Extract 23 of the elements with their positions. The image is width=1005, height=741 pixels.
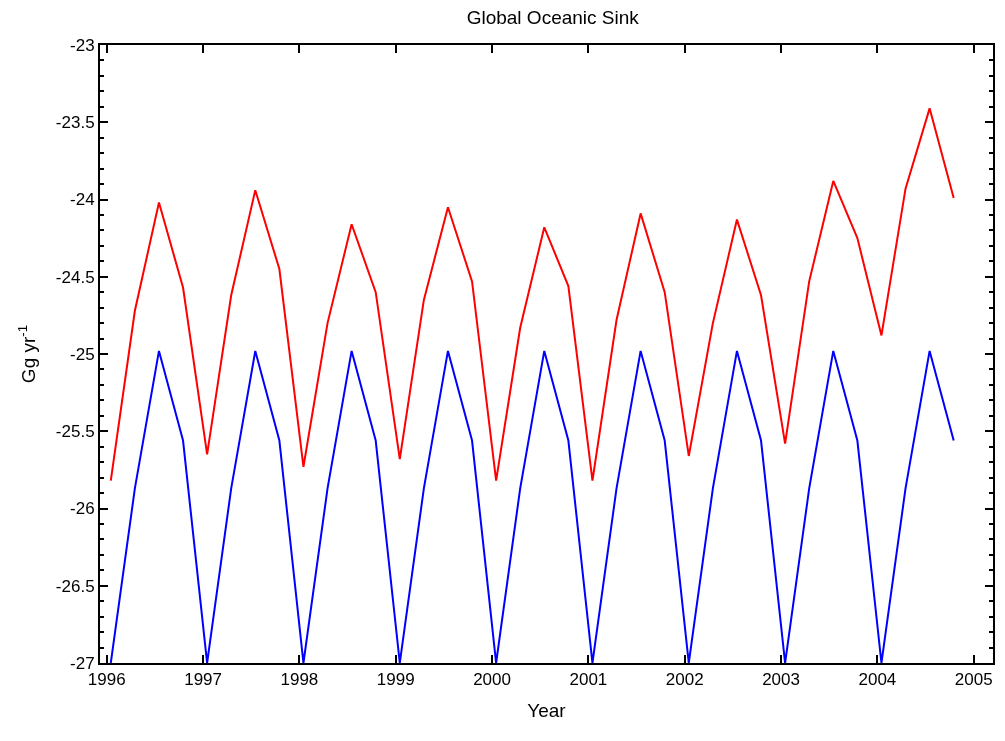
x-tick-label: 2004 [858, 670, 897, 690]
x-tick-label: 2005 [954, 670, 993, 690]
chart-title: Global Oceanic Sink [466, 7, 640, 29]
line-series [109, 107, 955, 482]
y-tick-label: -26 [70, 499, 95, 519]
y-tick-label: -25 [70, 344, 95, 364]
line-series [109, 349, 955, 663]
y-tick-label: -25.5 [55, 422, 95, 442]
x-tick-label: 1996 [87, 670, 126, 690]
y-tick-label: -23 [70, 35, 95, 55]
y-tick-label: -27 [70, 653, 95, 673]
x-tick-label: 1999 [376, 670, 415, 690]
x-tick-label: 2001 [569, 670, 608, 690]
y-tick-label: -24.5 [55, 267, 95, 287]
x-tick-label: 2000 [473, 670, 511, 690]
x-tick-label: 2003 [762, 670, 800, 690]
x-tick-label: 1998 [280, 670, 319, 690]
y-tick-label: -23.5 [55, 113, 95, 133]
y-tick-label: -24 [70, 190, 95, 210]
x-tick-label: 1997 [184, 670, 222, 690]
x-tick-label: 2002 [665, 670, 704, 690]
y-tick-label: -26.5 [55, 576, 95, 596]
x-axis-title: Year [527, 699, 567, 721]
